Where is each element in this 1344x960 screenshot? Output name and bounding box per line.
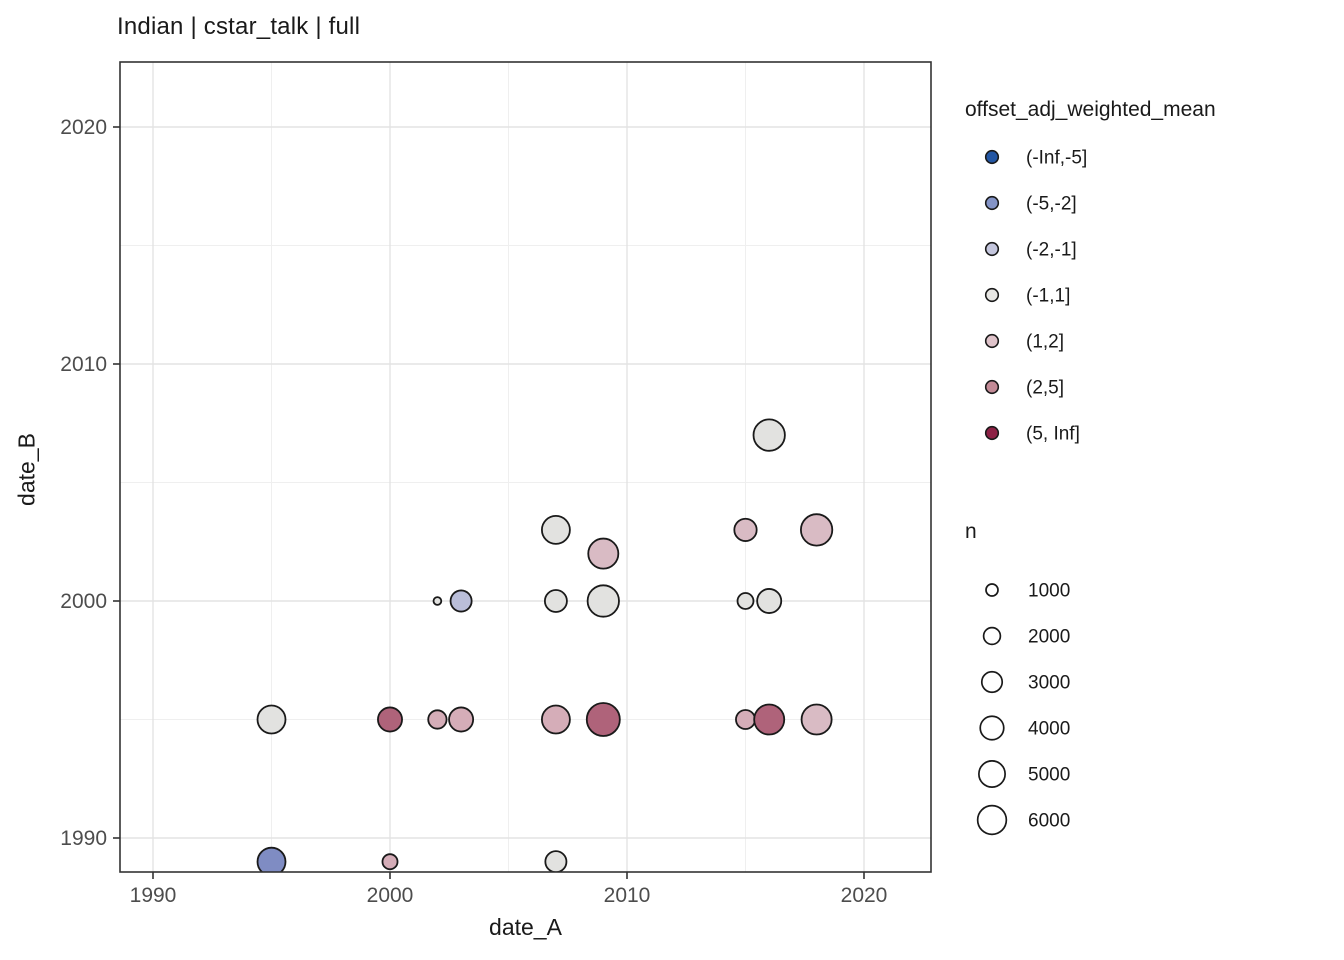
panel-border <box>119 61 932 873</box>
legend-size-label: 1000 <box>1028 581 1070 602</box>
data-point <box>543 589 568 613</box>
legend-size-circle <box>979 715 1005 741</box>
legend-bin-label: (2,5] <box>1026 378 1064 399</box>
data-point <box>756 588 783 614</box>
x-axis-title: date_A <box>489 914 562 940</box>
legend-size-label: 4000 <box>1028 719 1070 740</box>
legend-bin-label: (1,2] <box>1026 332 1064 353</box>
data-point <box>256 704 287 735</box>
y-tick-label: 2000 <box>60 590 107 613</box>
legend-color-swatch <box>984 425 1000 441</box>
data-point <box>377 706 403 733</box>
data-point <box>256 846 287 872</box>
legend-bin-label: (-2,-1] <box>1026 240 1077 261</box>
legend-size-label: 3000 <box>1028 673 1070 694</box>
plot-panel <box>120 62 931 872</box>
data-point <box>432 596 443 606</box>
x-tick-label: 2010 <box>604 884 651 907</box>
legend-color-swatch <box>984 287 1000 303</box>
y-tick-label: 2020 <box>60 116 107 139</box>
size-legend-title: n <box>965 520 977 543</box>
data-point <box>736 592 755 610</box>
data-point <box>585 702 621 737</box>
data-point <box>541 515 571 545</box>
legend-color-swatch <box>984 149 1000 165</box>
legend-color-swatch <box>984 379 1000 395</box>
legend-color-swatch <box>984 241 1000 257</box>
legend-color-swatch <box>984 333 1000 349</box>
legend-bin-label: (-Inf,-5] <box>1026 148 1087 169</box>
data-point <box>427 709 448 730</box>
x-tick-label: 2000 <box>367 884 414 907</box>
points-layer <box>256 418 834 872</box>
data-point <box>752 418 786 452</box>
data-point <box>735 709 756 730</box>
x-tick-label: 1990 <box>130 884 177 907</box>
y-axis-title: date_B <box>13 433 40 506</box>
legend-size-circle <box>980 670 1004 694</box>
y-tick-label: 2010 <box>60 353 107 376</box>
data-point <box>587 537 620 570</box>
y-tick-label: 1990 <box>60 827 107 850</box>
data-point <box>586 584 620 618</box>
data-point <box>800 703 833 736</box>
legend-size-circle <box>982 626 1002 646</box>
data-point <box>753 703 786 736</box>
legend-bin-label: (5, Inf] <box>1026 424 1080 445</box>
legend-bin-label: (-1,1] <box>1026 286 1070 307</box>
color-legend-title: offset_adj_weighted_mean <box>965 98 1216 121</box>
legend-size-circle <box>978 760 1006 788</box>
legend-size-label: 2000 <box>1028 627 1070 648</box>
legend-size-circle <box>976 804 1008 836</box>
legend-bin-label: (-5,-2] <box>1026 194 1077 215</box>
x-tick-label: 2020 <box>841 884 888 907</box>
data-point <box>541 704 571 735</box>
legend-size-label: 6000 <box>1028 811 1070 832</box>
legend-size-circle <box>985 583 999 597</box>
data-point <box>800 513 834 547</box>
data-point <box>381 853 399 871</box>
data-point <box>544 850 568 872</box>
legend-size-label: 5000 <box>1028 765 1070 786</box>
data-point <box>733 517 758 542</box>
chart-title: Indian | cstar_talk | full <box>117 13 361 40</box>
data-point <box>448 706 475 733</box>
data-point <box>449 589 473 613</box>
legend-color-swatch <box>984 195 1000 211</box>
